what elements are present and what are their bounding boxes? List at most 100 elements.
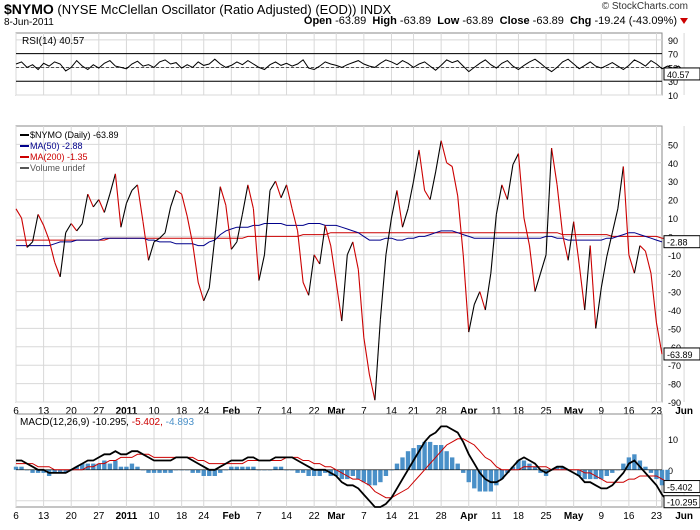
nymo-segment — [208, 238, 216, 288]
macd-line — [16, 425, 669, 508]
nymo-segment — [385, 217, 392, 255]
macd-histogram-bar — [367, 469, 372, 486]
macd-histogram-bar — [240, 466, 245, 470]
macd-histogram-bar — [461, 469, 466, 473]
nymo-segment — [225, 205, 232, 250]
main-legend-entry: $NYMO (Daily) -63.89 — [30, 130, 119, 140]
nymo-segment — [506, 164, 514, 200]
nymo-segment — [341, 254, 348, 322]
nymo-segment — [584, 245, 591, 311]
ma50-line — [16, 223, 663, 247]
chart-date: 8-Jun-2011 — [4, 17, 54, 28]
macd-histogram-bar — [102, 460, 107, 470]
nymo-segment — [136, 184, 144, 222]
nymo-segment — [617, 166, 624, 209]
x-tick-label: 14 — [386, 406, 398, 417]
nymo-segment — [490, 214, 497, 274]
nymo-segment — [186, 216, 194, 244]
rsi-tick-label: 70 — [668, 50, 678, 60]
down-arrow-icon — [680, 18, 688, 25]
macd-histogram-bar — [532, 466, 538, 470]
high-label: High — [372, 15, 397, 27]
macd-histogram-bar — [394, 463, 400, 470]
nymo-segment — [109, 173, 116, 195]
main-tick-label: 20 — [668, 196, 678, 206]
macd-signal-line — [16, 438, 674, 499]
main-tick-label: -50 — [668, 324, 681, 334]
macd-histogram-bar — [654, 469, 659, 480]
macd-histogram-bar — [146, 469, 151, 473]
nymo-segment — [346, 241, 354, 256]
nymo-segment — [545, 148, 553, 255]
nymo-segment — [114, 173, 122, 228]
x-tick-label: 22 — [309, 406, 321, 417]
macd-histogram-bar — [295, 469, 300, 473]
x-tick-label: 24 — [198, 406, 210, 417]
nymo-segment — [600, 256, 608, 289]
rsi-legend: RSI(14) 40.57 — [22, 36, 85, 47]
nymo-segment — [181, 193, 188, 217]
main-tick-label: -20 — [668, 269, 681, 279]
macd-histogram-bar — [499, 469, 505, 480]
nymo-segment — [462, 254, 470, 333]
nymo-segment — [363, 337, 370, 375]
macd-histogram-bar — [477, 469, 482, 492]
macd-histogram-bar — [494, 469, 499, 486]
rsi-tick-label: 30 — [668, 77, 678, 87]
nymo-segment — [308, 254, 315, 296]
nymo-segment — [562, 234, 569, 261]
close-label: Close — [499, 15, 530, 27]
macd-histogram-bar — [129, 463, 135, 470]
macd-tick-label: 0 — [668, 466, 673, 476]
main-last-value-box — [663, 347, 700, 361]
rsi-tick-label: 10 — [668, 91, 678, 101]
nymo-segment — [20, 217, 28, 248]
nymo-segment — [390, 190, 398, 219]
x-tick-label: Feb — [222, 406, 240, 417]
macd-histogram-bar — [30, 469, 35, 473]
macd-histogram-bar — [162, 469, 168, 473]
macd-histogram-bar — [41, 469, 46, 473]
nymo-segment — [159, 232, 166, 239]
nymo-segment — [435, 140, 442, 173]
macd-x-tick-label: 2011 — [116, 511, 138, 522]
macd-histogram-bar — [35, 469, 41, 473]
macd-histogram-bar — [13, 466, 19, 470]
macd-histogram-bar — [400, 457, 405, 470]
macd-last-value: -5.402 — [667, 483, 693, 493]
nymo-segment — [578, 263, 586, 311]
macd-histogram-bar — [405, 451, 411, 470]
macd-x-tick-label: 28 — [436, 511, 448, 522]
nymo-segment — [230, 241, 238, 250]
macd-histogram-bar — [560, 466, 565, 470]
open-label: Open — [303, 15, 333, 27]
macd-histogram-bar — [278, 466, 284, 470]
macd-x-tick-label: 6 — [13, 511, 19, 522]
main-legend-entry: MA(200) -1.35 — [30, 152, 88, 162]
x-tick-label: May — [564, 406, 584, 417]
macd-histogram-bar — [593, 469, 598, 480]
nymo-segment — [374, 319, 381, 401]
macd-histogram-bar — [576, 469, 582, 476]
x-tick-label: 11 — [491, 406, 502, 417]
main-tick-label: 50 — [668, 140, 678, 150]
nymo-segment — [534, 273, 542, 292]
macd-histogram-bar — [510, 466, 516, 470]
nymo-segment — [451, 166, 459, 197]
nymo-segment — [540, 254, 547, 274]
nymo-segment — [628, 254, 635, 274]
rsi-last-value-box — [663, 67, 700, 81]
macd-legend-part: -10.295, — [92, 417, 131, 428]
macd-last-value-box — [663, 480, 700, 494]
macd-histogram-bar — [643, 466, 648, 470]
main-tick-label: -90 — [668, 398, 681, 408]
macd-x-tick-label: 7 — [361, 511, 367, 522]
main-tick-label: -80 — [668, 380, 681, 390]
macd-histogram-bar — [229, 466, 234, 470]
stockcharts-logo: © StockCharts.com — [601, 1, 688, 12]
x-tick-label: 13 — [38, 406, 50, 417]
nymo-segment — [120, 203, 127, 228]
nymo-segment — [37, 214, 45, 226]
nymo-segment — [32, 214, 39, 243]
